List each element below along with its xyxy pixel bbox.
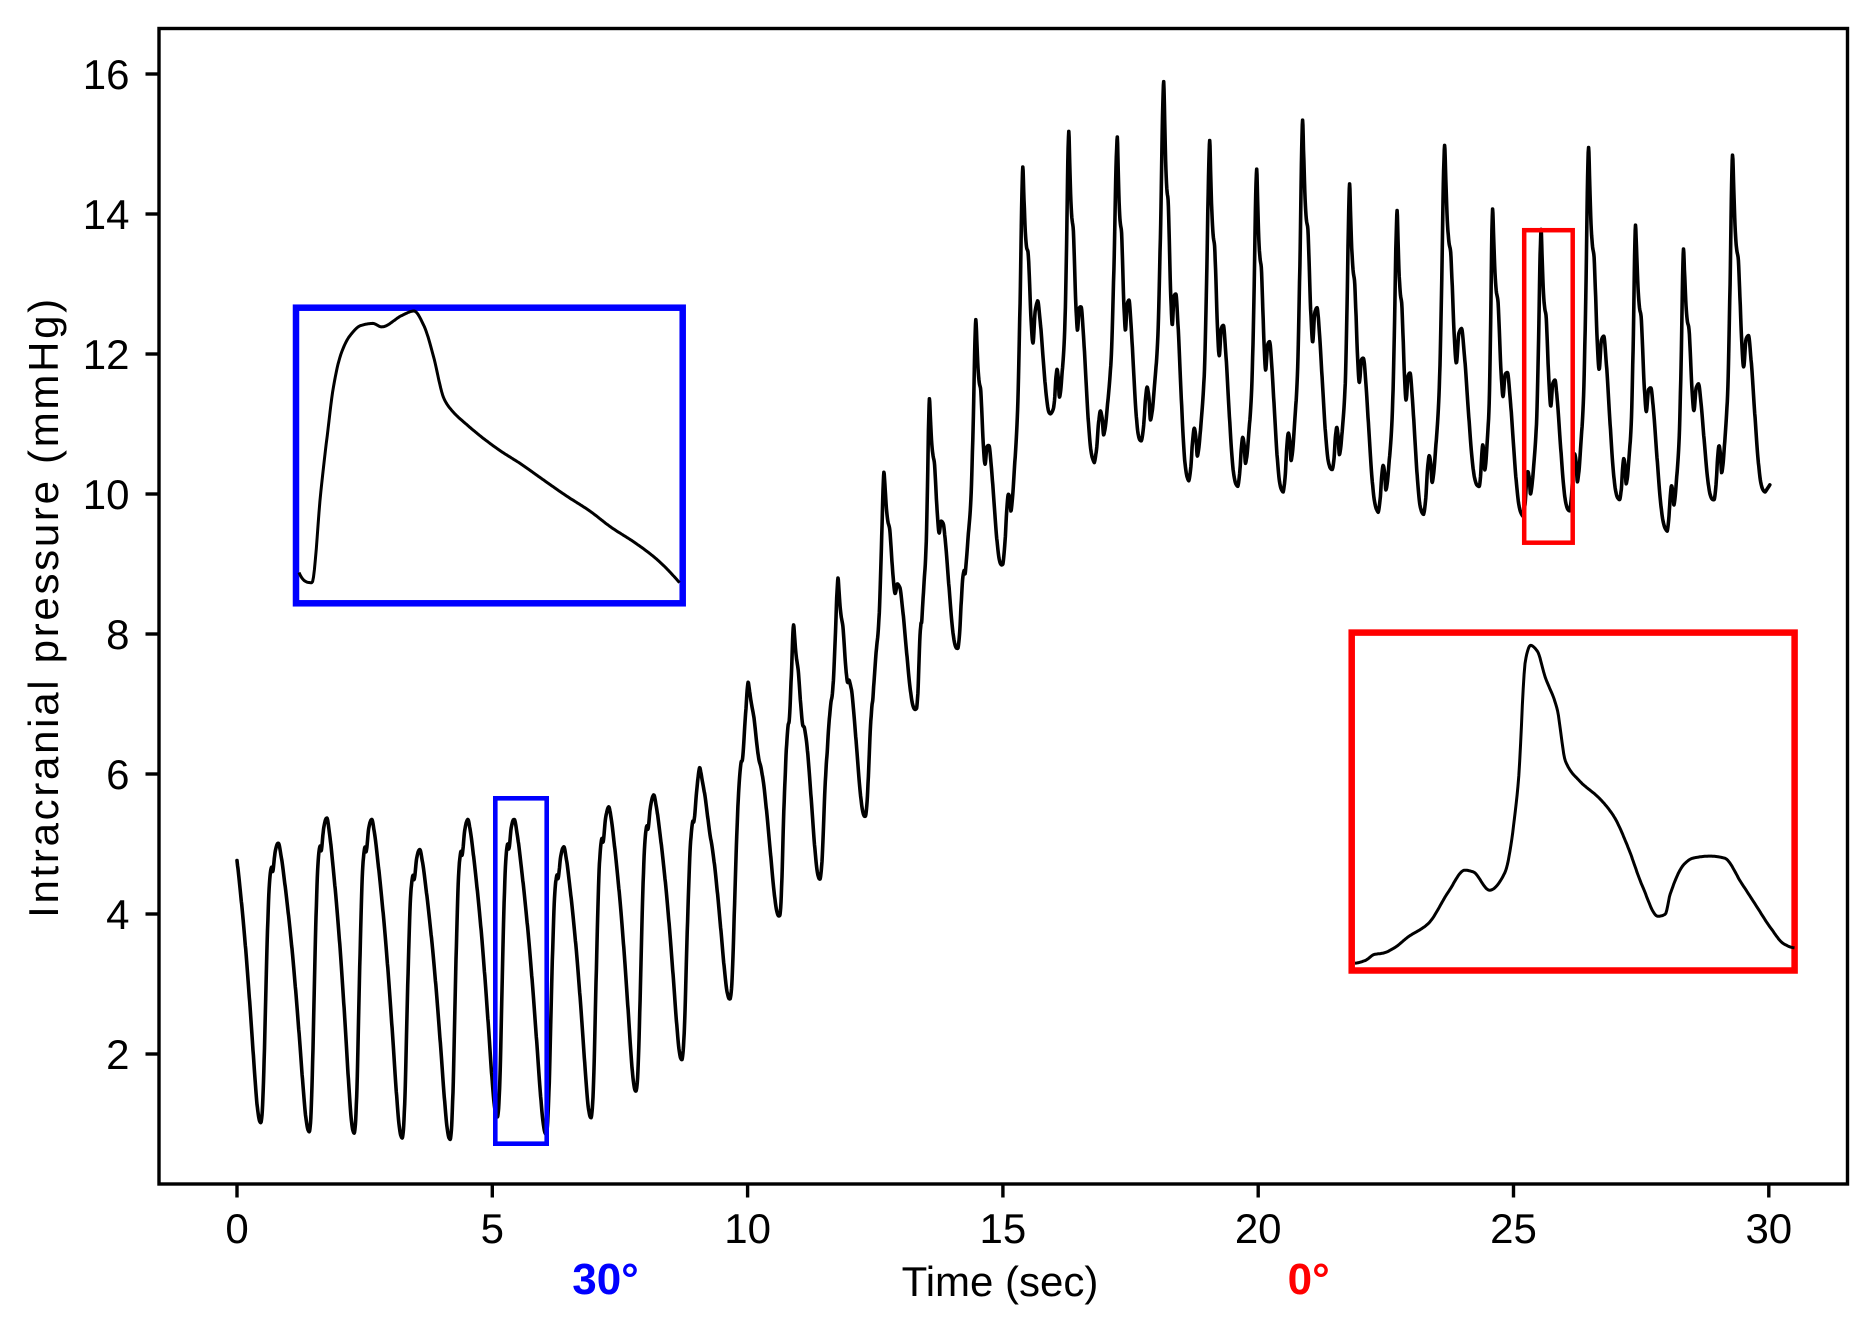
svg-text:0: 0	[225, 1205, 248, 1252]
svg-text:Time (sec): Time (sec)	[902, 1258, 1099, 1305]
svg-text:4: 4	[106, 891, 129, 938]
svg-text:5: 5	[481, 1205, 504, 1252]
svg-text:15: 15	[980, 1205, 1027, 1252]
svg-text:14: 14	[83, 191, 130, 238]
svg-text:16: 16	[83, 51, 130, 98]
svg-text:2: 2	[106, 1031, 129, 1078]
svg-text:30°: 30°	[572, 1255, 639, 1304]
svg-text:8: 8	[106, 611, 129, 658]
svg-text:30: 30	[1745, 1205, 1792, 1252]
svg-text:6: 6	[106, 751, 129, 798]
svg-text:20: 20	[1235, 1205, 1282, 1252]
svg-text:10: 10	[83, 471, 130, 518]
svg-text:12: 12	[83, 331, 130, 378]
svg-text:25: 25	[1490, 1205, 1537, 1252]
svg-text:0°: 0°	[1288, 1255, 1330, 1304]
svg-text:Intracranial pressure (mmHg): Intracranial pressure (mmHg)	[20, 296, 67, 918]
svg-text:10: 10	[724, 1205, 771, 1252]
